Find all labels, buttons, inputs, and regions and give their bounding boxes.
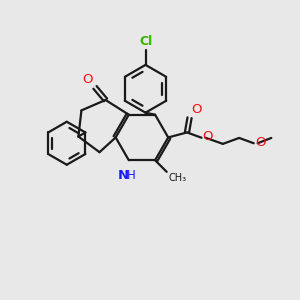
Text: O: O [82,73,93,86]
Text: O: O [191,103,201,116]
Text: O: O [203,130,213,143]
Text: Cl: Cl [139,34,152,48]
Text: O: O [255,136,266,148]
Text: CH₃: CH₃ [168,173,186,183]
Text: N: N [118,169,129,182]
Text: H: H [127,169,136,182]
